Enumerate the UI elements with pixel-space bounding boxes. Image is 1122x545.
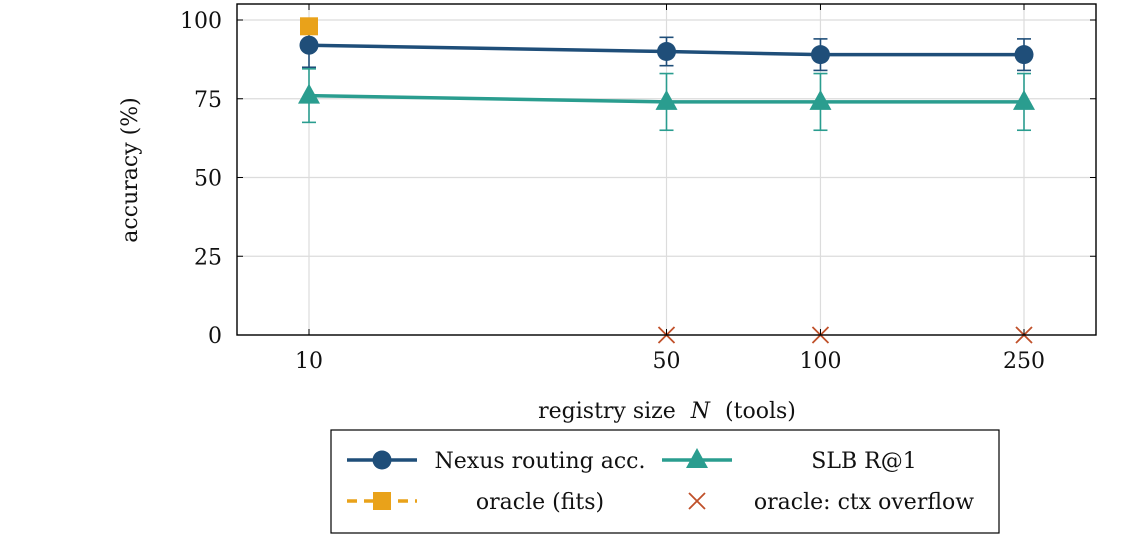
legend-marker-nexus [372, 450, 392, 470]
x-tick-label: 250 [1003, 349, 1045, 374]
legend-label-oracle-fits: oracle (fits) [476, 490, 604, 515]
data-point [298, 83, 320, 104]
legend-entry-oracle-fits: oracle (fits) [347, 490, 604, 515]
legend-box [330, 429, 1000, 534]
data-point [657, 42, 676, 61]
x-axis-label-suffix: (tools) [725, 399, 796, 424]
data-point [1013, 89, 1035, 110]
legend-entry-nexus: Nexus routing acc. [347, 449, 645, 474]
data-point [1014, 45, 1034, 65]
x-axis-label: registry size N (tools) [538, 399, 796, 424]
legend-marker-slb [686, 448, 708, 468]
y-tick-label: 0 [208, 324, 222, 349]
legend-label-nexus: Nexus routing acc. [435, 449, 646, 474]
x-tick-label: 100 [799, 349, 841, 374]
x-tick-label: 10 [295, 349, 323, 374]
y-tick-label: 25 [194, 245, 222, 270]
legend-marker-oracle-overflow [688, 492, 706, 510]
tick-layer: 10 50 100 250 0 25 50 75 100 [180, 4, 1096, 374]
data-point [299, 35, 319, 55]
data-point [810, 45, 830, 65]
y-tick-label: 100 [180, 9, 222, 34]
series-line [308, 93, 1024, 104]
x-axis-label-var: N [690, 399, 711, 424]
y-axis-label: accuracy (%) [118, 97, 143, 242]
legend-label-oracle-overflow: oracle: ctx overflow [754, 490, 974, 515]
y-tick-label: 75 [194, 88, 222, 113]
data-point [809, 89, 832, 110]
x-tick-label: 50 [653, 349, 681, 374]
legend-marker-oracle-fits [373, 492, 391, 510]
series-line [308, 43, 1024, 57]
data-point [300, 17, 318, 36]
x-axis-label-text: registry size [538, 399, 676, 424]
legend-entry-slb: SLB R@1 [662, 448, 917, 474]
data-point [655, 89, 678, 110]
legend: Nexus routing acc. SLB R@1 oracle (fits)… [330, 429, 1000, 534]
series-layer [298, 17, 1035, 344]
y-tick-label: 50 [194, 167, 222, 192]
legend-label-slb: SLB R@1 [811, 449, 916, 474]
legend-entry-oracle-overflow: oracle: ctx overflow [688, 490, 974, 515]
